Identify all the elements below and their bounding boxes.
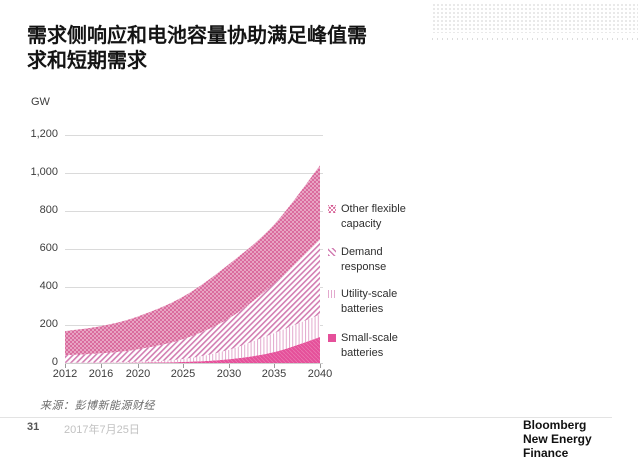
x-tick-2030 <box>229 364 230 368</box>
area-series-demand-response <box>65 239 320 363</box>
y-tick-label-400: 400 <box>39 280 58 292</box>
legend-label-demand-response: Demand response <box>341 246 387 273</box>
y-tick-label-600: 600 <box>39 242 58 254</box>
x-tick-label-2016: 2016 <box>88 368 114 380</box>
x-tick-label-2012: 2012 <box>52 368 78 380</box>
page-title: 需求侧响应和电池容量协助满足峰值需求和短期需求 <box>27 25 367 72</box>
legend-swatch-demand-response <box>328 248 336 256</box>
gridline-1200 <box>65 135 323 136</box>
dotted-watermark-texture <box>432 3 638 33</box>
x-tick-2025 <box>183 364 184 368</box>
gridline-1000 <box>65 173 323 174</box>
gridline-600 <box>65 249 323 250</box>
area-series-utility-scale-batteries <box>65 314 320 363</box>
y-tick-label-800: 800 <box>39 204 58 216</box>
legend-swatch-utility-scale-batteries <box>328 290 336 298</box>
area-series-small-scale-batteries <box>65 336 320 363</box>
x-tick-2035 <box>274 364 275 368</box>
y-tick-label-1000: 1,000 <box>30 166 58 178</box>
page-number: 31 <box>27 421 40 433</box>
gridline-400 <box>65 287 323 288</box>
gridline-0 <box>65 363 323 364</box>
x-tick-2016 <box>101 364 102 368</box>
bloomberg-logo-line2: New Energy Finance <box>523 432 592 460</box>
source-note: 来源：彭博新能源财经 <box>40 400 155 412</box>
legend-item-demand-response: Demand response <box>328 245 421 275</box>
bloomberg-logo: Bloomberg New Energy Finance <box>523 418 640 460</box>
x-tick-label-2035: 2035 <box>261 368 287 380</box>
gridline-800 <box>65 211 323 212</box>
legend-label-small-scale-batteries: Small-scale batteries <box>341 332 398 359</box>
y-tick-label-1200: 1,200 <box>30 128 58 140</box>
legend-item-small-scale-batteries: Small-scale batteries <box>328 331 421 361</box>
x-tick-2012 <box>65 364 66 368</box>
bloomberg-logo-line1: Bloomberg <box>523 418 587 432</box>
dotted-watermark-row <box>432 38 638 40</box>
y-tick-label-0: 0 <box>51 356 58 368</box>
legend-swatch-small-scale-batteries <box>328 334 336 342</box>
legend-label-other-flexible-capacity: Other flexible capacity <box>341 203 406 230</box>
legend-item-utility-scale-batteries: Utility-scale batteries <box>328 287 421 317</box>
x-tick-label-2040: 2040 <box>307 368 333 380</box>
stacked-area-plot <box>65 165 320 363</box>
legend-item-other-flexible-capacity: Other flexible capacity <box>328 202 421 232</box>
y-tick-label-200: 200 <box>39 318 58 330</box>
legend-label-utility-scale-batteries: Utility-scale batteries <box>341 288 398 315</box>
area-series-other-flexible-capacity <box>65 165 320 356</box>
footer-divider <box>0 417 612 418</box>
footer-date: 2017年7月25日 <box>64 424 140 436</box>
x-tick-2020 <box>138 364 139 368</box>
legend-swatch-other-flexible-capacity <box>328 205 336 213</box>
x-tick-2040 <box>320 364 321 368</box>
x-tick-label-2025: 2025 <box>170 368 196 380</box>
y-axis-unit-label: GW <box>31 96 50 108</box>
x-tick-label-2030: 2030 <box>216 368 242 380</box>
x-tick-label-2020: 2020 <box>125 368 151 380</box>
chart-legend: Other flexible capacity Demand response Ut… <box>328 0 428 390</box>
